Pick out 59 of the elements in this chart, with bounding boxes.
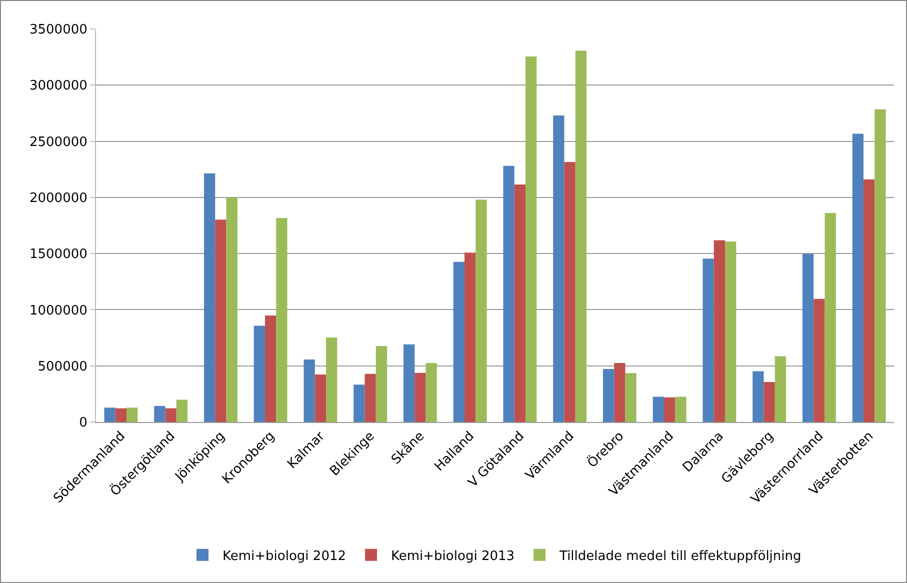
bar xyxy=(675,396,686,422)
bar xyxy=(126,408,138,422)
bar xyxy=(625,373,636,422)
bar xyxy=(503,166,514,422)
bar xyxy=(254,326,265,422)
bar xyxy=(453,262,464,422)
bar xyxy=(414,372,426,422)
bar xyxy=(326,338,338,422)
bar xyxy=(863,179,875,422)
legend-label: Tilldelade medel till effektuppföljning xyxy=(558,548,802,564)
bar xyxy=(564,162,576,422)
bar xyxy=(115,408,127,422)
bar xyxy=(774,356,786,422)
bar xyxy=(814,298,825,422)
bar xyxy=(852,134,864,422)
bar xyxy=(575,50,587,422)
y-tick-label: 1000000 xyxy=(29,303,88,318)
bar xyxy=(553,115,564,422)
bar xyxy=(226,197,238,422)
bar xyxy=(165,408,176,422)
y-tick-label: 2000000 xyxy=(29,190,88,206)
y-tick-label: 3000000 xyxy=(29,78,88,94)
bar xyxy=(364,374,376,422)
bar xyxy=(614,363,626,422)
y-tick-label: 0 xyxy=(79,416,88,431)
bar xyxy=(464,252,476,422)
bar xyxy=(176,400,188,422)
bar xyxy=(664,397,676,422)
bar xyxy=(426,363,437,422)
legend-label: Kemi+biologi 2013 xyxy=(391,548,515,564)
bar xyxy=(276,218,288,422)
bar xyxy=(264,316,276,422)
bar xyxy=(104,408,116,422)
bar xyxy=(714,240,726,422)
bar xyxy=(752,371,764,422)
y-tick-label: 500000 xyxy=(38,359,88,374)
bar xyxy=(304,359,315,422)
legend-label: Kemi+biologi 2012 xyxy=(222,548,346,564)
bar xyxy=(725,242,736,422)
bar xyxy=(204,173,216,422)
bar xyxy=(874,109,886,422)
bar xyxy=(376,346,388,422)
bar xyxy=(314,374,326,422)
y-tick-label: 1500000 xyxy=(29,247,88,262)
bar xyxy=(354,384,365,422)
bar xyxy=(476,200,487,422)
bar xyxy=(764,382,775,422)
bar xyxy=(602,369,614,422)
bar xyxy=(514,184,526,422)
bar xyxy=(824,213,836,422)
bar xyxy=(526,56,537,422)
y-tick-label: 3500000 xyxy=(29,22,88,38)
y-tick-label: 2500000 xyxy=(29,134,88,150)
bar xyxy=(702,258,714,422)
bar xyxy=(652,396,664,422)
bar xyxy=(403,344,415,422)
bar xyxy=(154,406,166,422)
bar xyxy=(215,220,226,422)
bar xyxy=(802,254,814,422)
